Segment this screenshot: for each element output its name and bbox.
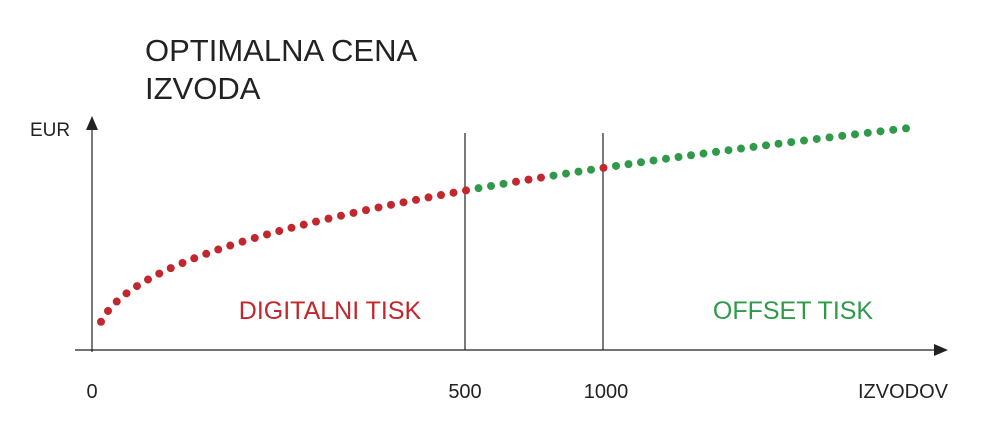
- curve-dot: [524, 175, 533, 184]
- curve-dot: [825, 133, 834, 142]
- curve-dot: [851, 130, 859, 139]
- x-tick-label: 1000: [584, 381, 629, 403]
- region-label: DIGITALNI TISK: [239, 297, 422, 325]
- curve-dot: [238, 237, 247, 246]
- curve-dot: [749, 142, 758, 151]
- y-axis-label: EUR: [30, 120, 70, 141]
- curve-dot: [362, 206, 370, 215]
- x-axis-label: IZVODOV: [858, 381, 949, 403]
- curve-dot: [349, 208, 358, 217]
- curve-dot: [226, 241, 235, 250]
- curve-dot: [112, 297, 121, 306]
- curve-dot: [674, 152, 683, 161]
- curve-dot: [612, 161, 620, 170]
- curve-dot: [424, 193, 433, 202]
- curve-dot: [144, 275, 152, 284]
- curve-dot: [412, 195, 420, 204]
- curve-dot: [902, 124, 910, 133]
- curve-dot: [462, 186, 470, 195]
- curve-dot: [133, 282, 141, 291]
- curve-dot: [737, 144, 745, 153]
- curve-dot: [838, 131, 847, 140]
- curve-dot: [374, 203, 383, 212]
- curve-dot: [166, 264, 175, 273]
- curve-dot: [574, 167, 583, 176]
- curve-dot: [787, 138, 796, 147]
- curve-dot: [399, 198, 408, 207]
- cost-curve: [97, 124, 910, 326]
- curve-dot: [190, 254, 199, 263]
- curve-dot: [587, 165, 595, 174]
- curve-dot: [202, 249, 211, 258]
- curve-dot: [712, 147, 720, 156]
- curve-dot: [774, 139, 783, 148]
- curve-dot: [562, 169, 570, 178]
- curve-dot: [337, 211, 345, 220]
- curve-dot: [537, 173, 545, 182]
- title-line: IZVODA: [145, 71, 261, 106]
- curve-dot: [155, 269, 164, 278]
- curve-dot: [312, 217, 320, 226]
- curve-dot: [699, 149, 708, 158]
- curve-dot: [512, 177, 520, 186]
- x-axis-arrow: [934, 344, 948, 356]
- curve-dot: [474, 184, 483, 193]
- curve-dot: [275, 227, 284, 236]
- curve-dot: [250, 233, 259, 242]
- curve-dot: [97, 317, 105, 326]
- curve-dot: [687, 151, 695, 160]
- curve-dot: [122, 289, 131, 298]
- curve-dot: [287, 223, 296, 232]
- curve-dot: [387, 200, 395, 209]
- curve-dot: [762, 141, 770, 150]
- region-label: OFFSET TISK: [713, 297, 874, 325]
- x-tick-label: 0: [86, 381, 97, 403]
- curve-dot: [863, 128, 872, 137]
- curve-dot: [662, 154, 670, 163]
- curve-dot: [599, 163, 608, 172]
- curve-dot: [876, 127, 885, 136]
- curve-dot: [812, 134, 821, 143]
- x-tick-label: 500: [448, 381, 481, 403]
- curve-dot: [724, 146, 733, 155]
- curve-dot: [214, 245, 223, 254]
- curve-dot: [889, 125, 898, 134]
- curve-dot: [449, 188, 458, 197]
- curve-dot: [299, 220, 308, 229]
- curve-dot: [178, 259, 187, 268]
- curve-dot: [800, 136, 808, 145]
- title-line: OPTIMALNA CENA: [145, 33, 417, 68]
- curve-dot: [324, 214, 333, 223]
- curve-dot: [487, 181, 495, 190]
- curve-dot: [637, 158, 645, 167]
- curve-dot: [649, 156, 658, 165]
- curve-dot: [104, 306, 112, 315]
- y-axis-arrow: [86, 116, 98, 130]
- curve-dot: [499, 179, 508, 188]
- curve-dot: [437, 191, 445, 200]
- curve-dot: [624, 160, 633, 169]
- curve-dot: [549, 171, 558, 180]
- curve-dot: [263, 230, 271, 239]
